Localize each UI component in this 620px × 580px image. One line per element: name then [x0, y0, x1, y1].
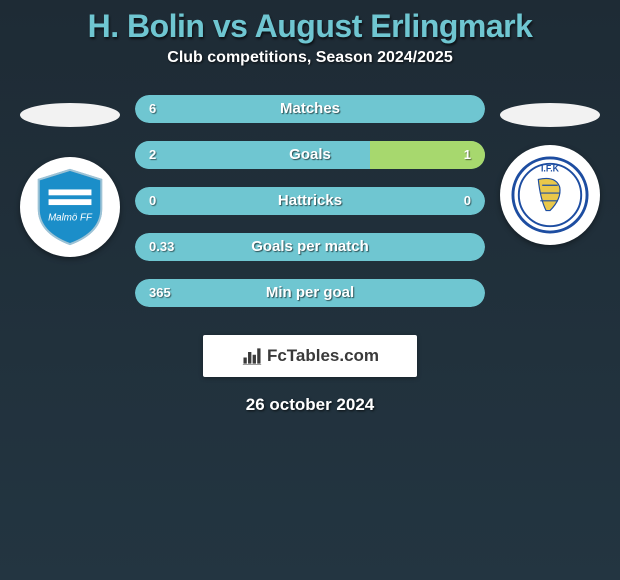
stat-label: Matches	[135, 95, 485, 123]
svg-text:I.F.K: I.F.K	[541, 164, 560, 174]
stat-value-right: 0	[464, 187, 471, 215]
stat-label: Goals	[135, 141, 485, 169]
stat-row: Matches6	[135, 95, 485, 123]
stat-value-left: 365	[149, 279, 171, 307]
club-badge-left: Malmö FF	[20, 157, 120, 257]
ifk-goteborg-badge-icon: I.F.K	[511, 156, 589, 234]
page-title: H. Bolin vs August Erlingmark	[0, 8, 620, 45]
watermark-badge: FcTables.com	[203, 335, 417, 377]
bar-chart-icon	[241, 345, 263, 367]
stat-row: Min per goal365	[135, 279, 485, 307]
stat-value-right: 1	[464, 141, 471, 169]
player-left-column: Malmö FF	[10, 95, 130, 325]
club-badge-right: I.F.K	[500, 145, 600, 245]
stat-value-left: 0.33	[149, 233, 174, 261]
player-right-column: I.F.K	[490, 95, 610, 325]
stat-value-left: 2	[149, 141, 156, 169]
player-right-photo-placeholder	[500, 103, 600, 127]
stat-value-left: 0	[149, 187, 156, 215]
svg-text:Malmö FF: Malmö FF	[48, 213, 93, 224]
stat-label: Hattricks	[135, 187, 485, 215]
page-subtitle: Club competitions, Season 2024/2025	[0, 49, 620, 67]
stat-row: Goals per match0.33	[135, 233, 485, 261]
stat-label: Goals per match	[135, 233, 485, 261]
snapshot-date: 26 october 2024	[0, 395, 620, 415]
malmo-ff-badge-icon: Malmö FF	[31, 168, 109, 246]
player-left-photo-placeholder	[20, 103, 120, 127]
stat-value-left: 6	[149, 95, 156, 123]
stat-row: Hattricks0 0	[135, 187, 485, 215]
stat-label: Min per goal	[135, 279, 485, 307]
stat-bars: Matches6 Goals2 1 Hattricks0 0 Goals per matc…	[135, 95, 485, 325]
stats-stage: Malmö FF I.F.K Matches6Goals21Hattricks0…	[0, 95, 620, 325]
stat-row: Goals2 1	[135, 141, 485, 169]
comparison-infographic: H. Bolin vs August Erlingmark Club compe…	[0, 0, 620, 580]
watermark-text: FcTables.com	[267, 346, 379, 366]
